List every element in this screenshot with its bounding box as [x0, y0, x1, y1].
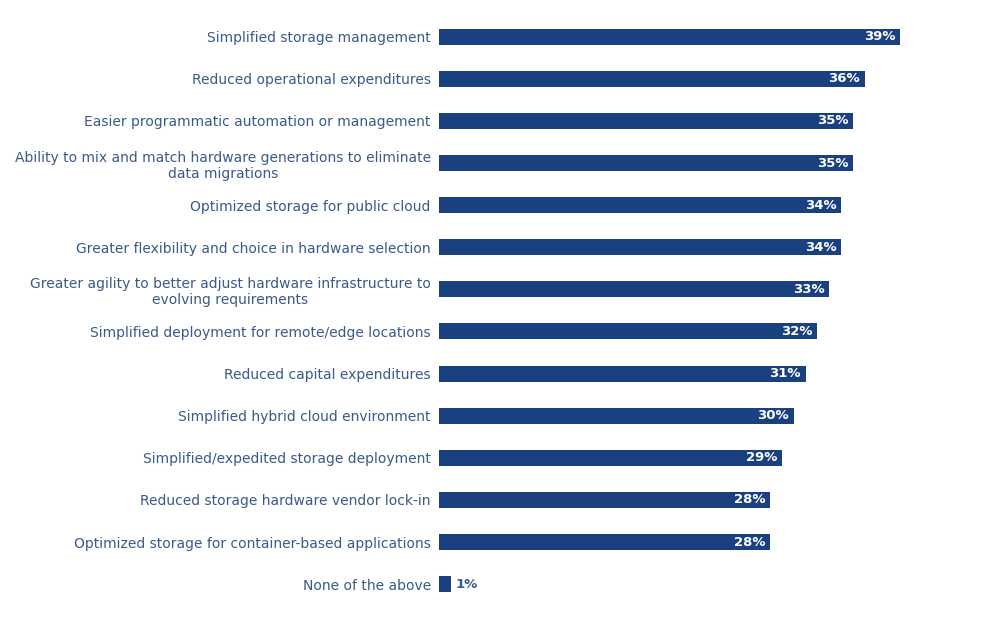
Text: 29%: 29%	[746, 451, 777, 464]
Text: 30%: 30%	[757, 409, 789, 422]
Bar	[439, 29, 900, 45]
Text: 34%: 34%	[804, 241, 836, 254]
Bar	[439, 492, 770, 508]
Text: 28%: 28%	[734, 494, 765, 507]
Text: 28%: 28%	[734, 535, 765, 548]
Text: 36%: 36%	[828, 72, 860, 85]
Text: 35%: 35%	[816, 114, 848, 127]
Bar	[439, 71, 865, 87]
Bar	[439, 239, 841, 255]
Text: 31%: 31%	[769, 367, 801, 380]
Text: 39%: 39%	[864, 30, 895, 43]
Bar	[439, 155, 853, 171]
Bar	[439, 281, 829, 298]
Bar	[439, 197, 841, 213]
Bar	[439, 407, 793, 424]
Text: 1%: 1%	[456, 578, 478, 591]
Text: 32%: 32%	[781, 325, 812, 338]
Text: 33%: 33%	[793, 283, 824, 296]
Text: 35%: 35%	[816, 157, 848, 170]
Bar	[439, 450, 782, 466]
Bar	[439, 534, 770, 550]
Text: 34%: 34%	[804, 198, 836, 212]
Bar	[439, 576, 451, 592]
Bar	[439, 323, 817, 339]
Bar	[439, 113, 853, 129]
Bar	[439, 366, 805, 382]
